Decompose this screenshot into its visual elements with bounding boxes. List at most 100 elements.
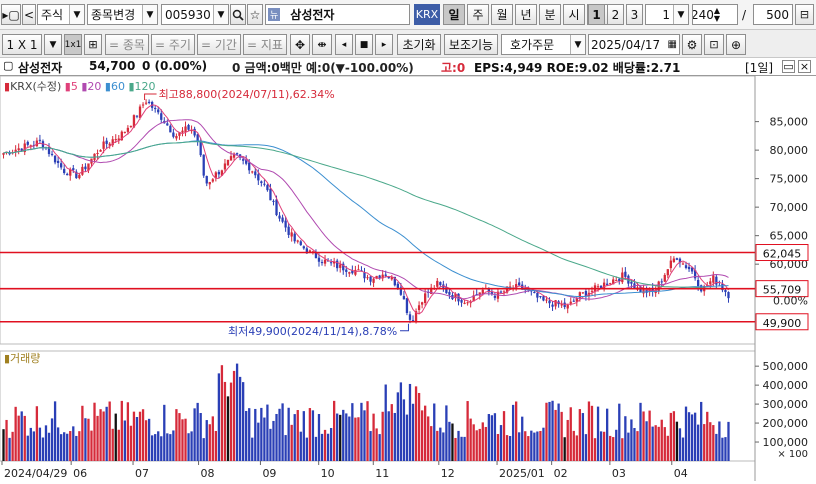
indicator-button-0[interactable]: = 종목 xyxy=(105,34,149,55)
high-annotation: 최고88,800(2024/07/11),62.34% xyxy=(159,88,335,101)
date-input[interactable]: 2025/04/17 ▦ xyxy=(588,34,680,55)
reset-button[interactable]: 초기화 xyxy=(397,34,441,55)
period-tab-1[interactable]: 주 xyxy=(467,4,489,25)
window-menu-button[interactable]: ▸▢ xyxy=(1,4,21,25)
volume-bar xyxy=(345,413,348,461)
move-button[interactable]: ✥ xyxy=(290,34,310,55)
layout-dropdown-button[interactable]: ▼ xyxy=(44,34,62,55)
volume-bar xyxy=(469,418,472,461)
nav-button-2[interactable]: ▸ xyxy=(375,34,393,55)
candle-body xyxy=(417,305,421,311)
indicator-button-2[interactable]: = 기간 xyxy=(197,34,241,55)
stock-change-select[interactable]: 종목변경 ▼ xyxy=(87,4,158,25)
data-count-stepper[interactable]: 240 ▲ ▼ xyxy=(692,4,738,25)
volume-bar xyxy=(20,411,23,461)
volume-bar xyxy=(126,402,130,461)
volume-bar xyxy=(129,425,133,461)
candle-body xyxy=(229,156,233,161)
volume-bar xyxy=(263,417,266,461)
interval-select[interactable]: 1 ▼ xyxy=(645,4,689,25)
grid-layout-button[interactable]: ⊞ xyxy=(84,34,102,55)
nav-button-0[interactable]: ◂ xyxy=(335,34,353,55)
candle-body xyxy=(287,226,290,235)
stock-code-value: 005930 xyxy=(165,7,211,22)
order-select[interactable]: 호가주문 ▼ xyxy=(501,34,586,55)
stock-code-input[interactable]: 005930 ▼ xyxy=(161,4,229,25)
period-tab-2[interactable]: 월 xyxy=(491,4,513,25)
candle-body xyxy=(269,188,272,201)
volume-bar xyxy=(284,435,287,461)
close-icon[interactable]: × xyxy=(798,60,811,73)
volume-bar xyxy=(581,413,585,461)
indicator-button-1[interactable]: = 주기 xyxy=(151,34,195,55)
number-tab-1[interactable]: 1 xyxy=(588,4,605,25)
info-stock-name: 삼성전자 xyxy=(18,61,63,75)
candle-body xyxy=(378,275,381,279)
candle-body xyxy=(666,269,669,276)
layout-1x1-button[interactable]: 1 X 1 xyxy=(2,34,42,55)
volume-bar xyxy=(147,418,151,461)
candle-body xyxy=(493,295,497,298)
scale-button[interactable]: ⇼ xyxy=(312,34,332,55)
volume-bar xyxy=(569,407,572,461)
volume-bar xyxy=(317,414,321,461)
volume-bar xyxy=(245,410,248,461)
volume-bar xyxy=(29,427,32,461)
period-tab-3[interactable]: 년 xyxy=(515,4,537,25)
search-button[interactable] xyxy=(230,4,246,25)
volume-bar xyxy=(214,430,218,461)
market-type-select[interactable]: 주식 ▼ xyxy=(37,4,85,25)
grid-icon: ⊞ xyxy=(88,38,98,51)
save-button[interactable]: ⊡ xyxy=(704,34,724,55)
legend-item: 120 xyxy=(135,80,156,93)
volume-bar xyxy=(481,422,484,461)
max-count-input[interactable]: 500 xyxy=(753,4,793,25)
volume-bar xyxy=(360,402,363,461)
add-chart-button[interactable]: ⊕ xyxy=(726,34,746,55)
volume-bar xyxy=(539,430,542,461)
star-icon: ☆ xyxy=(249,7,261,22)
indicator-button-3[interactable]: = 지표 xyxy=(243,34,287,55)
checkbox-icon[interactable]: ▢ xyxy=(3,59,14,72)
prev-stock-button[interactable]: < xyxy=(22,4,36,25)
volume-bar xyxy=(487,414,491,461)
candle-body xyxy=(23,143,26,153)
candle-body xyxy=(605,283,609,285)
number-tab-2[interactable]: 2 xyxy=(607,4,624,25)
period-tab-4[interactable]: 분 xyxy=(539,4,561,25)
volume-bar xyxy=(296,410,299,461)
candle-body xyxy=(423,293,427,304)
price-tick-label: 70,000 xyxy=(770,201,809,214)
volume-bar xyxy=(44,425,48,461)
candle-body xyxy=(414,311,418,322)
aux-function-button[interactable]: 보조기능 xyxy=(444,34,498,55)
info-volume-amount: 0 금액:0백만 예:0(▼-100.00%) xyxy=(232,59,414,76)
period-tab-0[interactable]: 일 xyxy=(443,4,465,25)
date-tick-label: 04 xyxy=(674,467,688,480)
market-krx-button[interactable]: KRX xyxy=(414,4,440,25)
layout-1x1-toggle[interactable]: 1x1 xyxy=(64,34,82,55)
volume-bar xyxy=(14,406,17,461)
candle-body xyxy=(214,172,218,178)
number-tab-3[interactable]: 3 xyxy=(626,4,643,25)
volume-bar xyxy=(351,403,354,461)
window-toggle-button[interactable]: ⊟ xyxy=(795,4,814,25)
candle-body xyxy=(505,286,509,293)
settings-button[interactable]: ⚙ xyxy=(682,34,702,55)
chart-area[interactable]: ▮KRX(수정) ▮5 ▮20 ▮60 ▮120 85,000 80,000 75,0… xyxy=(0,75,816,481)
volume-bar xyxy=(684,406,688,461)
candle-body xyxy=(81,166,84,175)
nav-button-1[interactable]: ■ xyxy=(355,34,373,55)
candle-body xyxy=(75,171,78,179)
ma20-line xyxy=(3,119,729,300)
favorite-button[interactable]: ☆ xyxy=(247,4,263,25)
period-tab-5[interactable]: 시 xyxy=(563,4,585,25)
minimize-icon[interactable]: ▭ xyxy=(782,60,795,73)
volume-bar xyxy=(329,428,333,461)
volume-bar xyxy=(527,436,530,461)
volume-bar xyxy=(211,416,214,461)
candle-body xyxy=(466,302,469,304)
candle-body xyxy=(202,154,205,176)
candle-body xyxy=(84,166,87,170)
stock-chart-svg[interactable]: ▮KRX(수정) ▮5 ▮20 ▮60 ▮12085,00080,00075,0… xyxy=(0,75,816,481)
